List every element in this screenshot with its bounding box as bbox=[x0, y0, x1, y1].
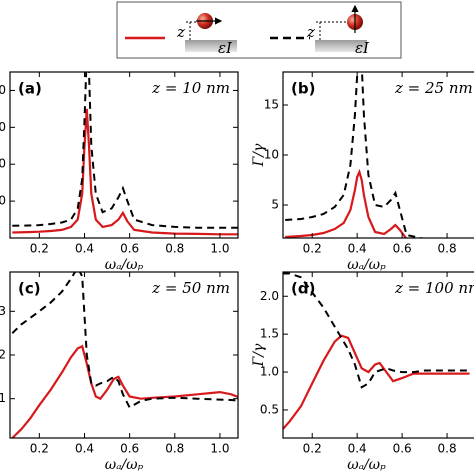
x-tick-label: 1.0 bbox=[210, 442, 229, 456]
x-axis-label: ωₐ/ωₚ bbox=[105, 457, 144, 473]
panel: 0.20.40.60.81.00.51.01.52.0ωₐ/ωₚΓ/γ(d)z … bbox=[251, 271, 474, 473]
legend-label: z bbox=[306, 23, 315, 41]
x-tick-label: 0.8 bbox=[438, 242, 457, 256]
legend-substrate: εI bbox=[218, 39, 233, 57]
y-tick-label: 1.0 bbox=[260, 365, 279, 379]
annotation: z = 10 nm bbox=[151, 79, 230, 97]
y-tick-label: 30 bbox=[0, 120, 6, 134]
x-tick-label: 0.6 bbox=[393, 442, 412, 456]
plot-area bbox=[285, 72, 425, 238]
axes-frame bbox=[9, 71, 239, 239]
legend-label: z bbox=[176, 23, 185, 41]
x-axis-label: ωₐ/ωₚ bbox=[347, 257, 386, 273]
x-axis-label: ωₐ/ωₚ bbox=[105, 257, 144, 273]
series-line bbox=[283, 272, 470, 389]
legend: z εI z εI bbox=[116, 1, 402, 59]
y-axis-label: Γ/γ bbox=[251, 143, 267, 167]
series-line bbox=[285, 72, 425, 238]
y-tick-label: 2 bbox=[0, 348, 6, 362]
substrate-icon bbox=[185, 40, 237, 52]
panel-label: (b) bbox=[291, 80, 315, 98]
y-tick-label: 1 bbox=[0, 391, 6, 405]
panel: 0.20.40.60.81.051015ωₐ/ωₚΓ/γ(b)z = 25 nm bbox=[251, 71, 474, 273]
x-tick-label: 0.8 bbox=[165, 442, 184, 456]
panel: 0.2 0.4 0.6 0.8 1.0 10 20 30 40 ωₐ/ωₚ (a) z = 10 nm bbox=[0, 71, 239, 273]
annotation: z = 50 nm bbox=[151, 279, 230, 297]
x-tick-label: 0.6 bbox=[120, 442, 139, 456]
series-line bbox=[285, 168, 408, 238]
x-tick-label: 0.2 bbox=[303, 242, 322, 256]
x-tick-label: 0.2 bbox=[303, 442, 322, 456]
y-tick-label: 3 bbox=[0, 304, 6, 318]
y-axis-label: Γ/γ bbox=[251, 343, 267, 367]
y-tick-label: 20 bbox=[0, 157, 6, 171]
y-tick-label: 15 bbox=[264, 98, 279, 112]
y-tick-label: 5 bbox=[271, 198, 279, 212]
x-tick-label: 0.6 bbox=[120, 242, 139, 256]
y-tick-label: 40 bbox=[0, 83, 6, 97]
axes-frame bbox=[282, 271, 474, 439]
series-line bbox=[11, 344, 238, 438]
substrate-icon bbox=[315, 40, 367, 52]
x-axis-label: ωₐ/ωₚ bbox=[347, 457, 386, 473]
y-tick-label: 2.0 bbox=[260, 289, 279, 303]
x-tick-label: 0.8 bbox=[438, 442, 457, 456]
annotation: z = 25 nm bbox=[394, 79, 473, 97]
legend-substrate: εI bbox=[355, 39, 370, 57]
y-tick-label: 10 bbox=[264, 148, 279, 162]
series-line bbox=[11, 272, 238, 409]
panel-label: (d) bbox=[291, 280, 315, 298]
x-tick-label: 1.0 bbox=[210, 242, 229, 256]
x-tick-label: 0.8 bbox=[165, 242, 184, 256]
x-tick-label: 0.2 bbox=[30, 242, 49, 256]
plot-area bbox=[12, 72, 238, 236]
x-tick-label: 0.4 bbox=[348, 242, 367, 256]
series-line bbox=[283, 334, 470, 430]
panel-label: (a) bbox=[18, 80, 42, 98]
x-tick-label: 0.4 bbox=[348, 442, 367, 456]
annotation: z = 100 nm bbox=[394, 279, 474, 297]
panel-label: (c) bbox=[18, 280, 41, 298]
x-tick-label: 0.6 bbox=[393, 242, 412, 256]
x-tick-label: 0.4 bbox=[75, 242, 94, 256]
y-tick-label: 10 bbox=[0, 194, 6, 208]
plot-area bbox=[283, 272, 470, 430]
x-tick-label: 0.2 bbox=[30, 442, 49, 456]
plot-area bbox=[11, 272, 238, 438]
panel: 0.2 0.4 0.6 0.8 1.0 1 2 3 ωₐ/ωₚ (c) z = 50 nm bbox=[0, 271, 239, 473]
y-tick-label: 0.5 bbox=[260, 402, 279, 416]
y-tick-label: 1.5 bbox=[260, 327, 279, 341]
series-line bbox=[12, 108, 238, 236]
x-tick-label: 0.4 bbox=[75, 442, 94, 456]
